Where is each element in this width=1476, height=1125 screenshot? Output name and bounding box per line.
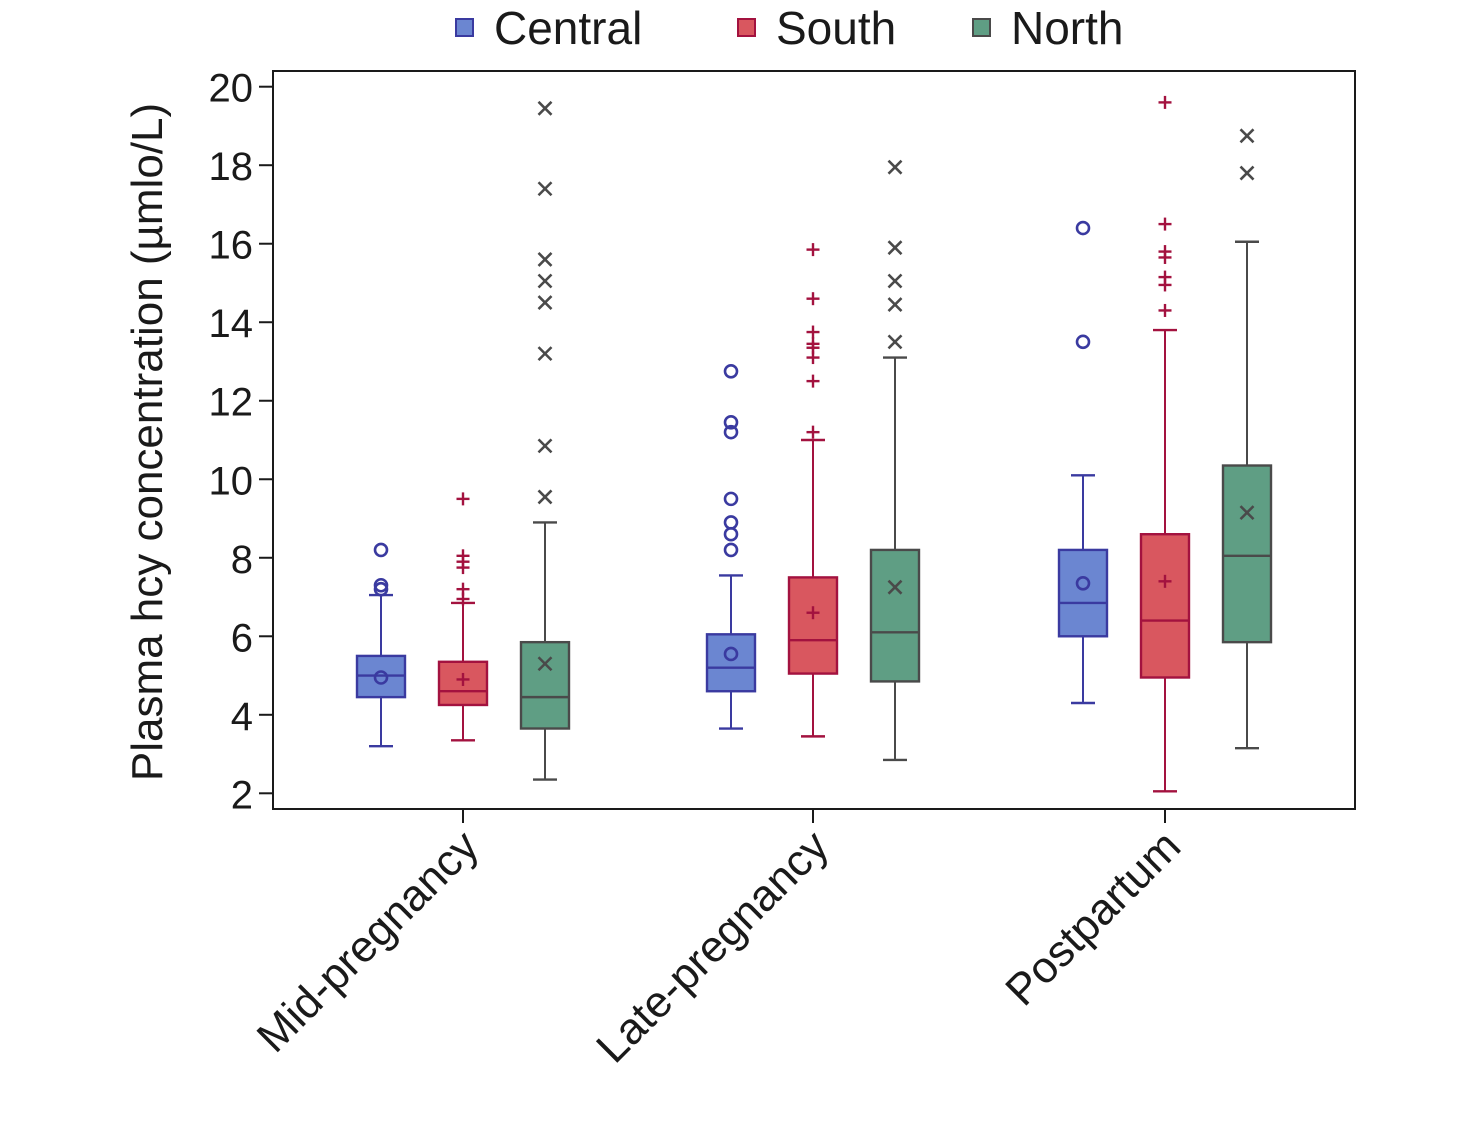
x-tick-label: Postpartum <box>996 821 1190 1015</box>
outlier-point <box>373 577 389 593</box>
outlier-point <box>723 364 739 379</box>
mean-marker <box>806 606 820 620</box>
iqr-box <box>1139 533 1191 679</box>
outlier-point <box>1075 334 1091 350</box>
outlier-point <box>1239 165 1255 181</box>
mean-marker <box>723 646 739 662</box>
legend-item-central: Central <box>455 2 642 54</box>
outlier-point <box>887 240 903 256</box>
mean-marker <box>537 656 553 672</box>
outlier-point <box>1158 95 1172 109</box>
outlier-point <box>537 438 553 454</box>
mean-marker <box>887 579 903 595</box>
mean-marker <box>1075 575 1091 591</box>
y-axis: 2 4 6 8 10 12 14 16 18 20 <box>209 67 273 817</box>
outlier-point <box>537 252 553 267</box>
box-central-1 <box>705 364 757 730</box>
outlier-point <box>456 549 470 563</box>
legend-label: South <box>776 2 896 54</box>
iqr-box <box>1057 548 1109 638</box>
legend-swatch <box>737 18 756 37</box>
outlier-point <box>373 542 389 558</box>
x-tick-label: Mid-pregnancy <box>248 821 488 1061</box>
box-central-0 <box>355 542 407 748</box>
y-tick-label: 20 <box>209 67 254 111</box>
series-central <box>355 220 1109 748</box>
outlier-point <box>1158 217 1172 231</box>
outlier-point <box>723 526 739 542</box>
y-tick-label: 6 <box>231 616 253 660</box>
y-tick-label: 4 <box>231 695 253 739</box>
y-tick-label: 2 <box>231 773 253 817</box>
legend: Central South North <box>455 2 1123 54</box>
y-tick-label: 8 <box>231 538 253 582</box>
plot-frame <box>272 70 1356 810</box>
outlier-point <box>887 159 903 175</box>
outlier-point <box>887 334 903 350</box>
box-north-0 <box>519 100 571 781</box>
outlier-point <box>806 292 820 306</box>
iqr-box <box>1221 464 1273 644</box>
box-south-1 <box>787 243 839 738</box>
legend-item-south: South <box>737 2 896 54</box>
outlier-point <box>887 297 903 312</box>
mean-marker <box>1158 574 1172 588</box>
legend-swatch <box>455 18 474 37</box>
box-north-2 <box>1221 128 1273 750</box>
outlier-point <box>723 415 739 430</box>
mean-marker <box>373 670 389 685</box>
legend-item-north: North <box>972 2 1123 54</box>
mean-marker <box>1239 505 1255 521</box>
x-tick-label: Late-pregnancy <box>587 821 838 1072</box>
iqr-box <box>787 576 839 675</box>
outlier-point <box>723 515 739 530</box>
outlier-point <box>723 542 739 558</box>
iqr-box <box>519 640 571 730</box>
outlier-point <box>723 424 739 440</box>
y-tick-label: 12 <box>209 381 254 425</box>
outlier-point <box>537 489 553 505</box>
outlier-point <box>537 346 553 362</box>
legend-swatch <box>972 18 991 37</box>
series-south <box>437 95 1191 793</box>
outlier-point <box>537 181 553 197</box>
box-south-2 <box>1139 95 1191 793</box>
y-axis-label: Plasma hcy concentration (µmlo/L) <box>123 103 172 781</box>
iqr-box <box>869 548 921 683</box>
legend-label: North <box>1011 2 1123 54</box>
outlier-point <box>806 337 820 351</box>
y-tick-label: 18 <box>209 145 254 189</box>
outlier-point <box>806 425 820 439</box>
y-tick-label: 14 <box>209 302 254 346</box>
outlier-point <box>1158 270 1172 284</box>
plot-area <box>355 95 1273 793</box>
outlier-point <box>456 492 470 506</box>
outlier-point <box>1075 220 1091 236</box>
outlier-point <box>1158 245 1172 259</box>
series-north <box>519 100 1273 781</box>
outlier-point <box>806 374 820 388</box>
y-tick-label: 10 <box>209 459 254 503</box>
y-tick-label: 16 <box>209 224 254 268</box>
outlier-point <box>806 325 820 339</box>
outlier-point <box>1158 303 1172 317</box>
outlier-point <box>456 582 470 596</box>
mean-marker <box>456 672 470 686</box>
iqr-box <box>705 633 757 693</box>
outlier-point <box>537 273 553 289</box>
legend-label: Central <box>494 2 642 54</box>
outlier-point <box>723 491 739 507</box>
outlier-point <box>537 100 553 116</box>
box-south-0 <box>437 492 489 742</box>
x-axis: Mid-pregnancy Late-pregnancy Postpartum <box>248 809 1190 1072</box>
outlier-point <box>1239 128 1255 144</box>
outlier-point <box>806 243 820 257</box>
outlier-point <box>537 295 553 311</box>
outlier-point <box>887 273 903 289</box>
box-north-1 <box>869 159 921 762</box>
box-central-2 <box>1057 220 1109 705</box>
